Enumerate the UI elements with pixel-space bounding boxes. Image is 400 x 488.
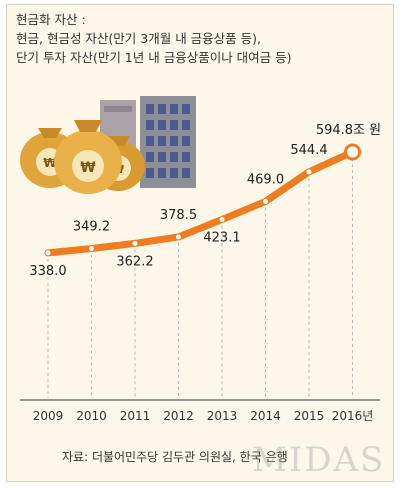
chart-frame [6,4,394,482]
data-point [219,216,225,222]
x-tick-label: 2009 [33,409,64,423]
data-labels: 338.0 349.2 362.2 378.5 423.1 469.0 544.4 594.8… [29,123,381,279]
chart-heading: 현금화 자산 : 현금, 현금성 자산(만기 3개월 내 금융상품 등), 단기… [16,10,386,67]
heading-line-3: 단기 투자 자산(만기 1년 내 금융상품이나 대여금 등) [16,50,292,65]
x-tick-label: 2013 [207,409,238,423]
data-point [263,198,268,204]
x-tick-label: 2016년 [332,409,374,423]
data-point [306,169,312,175]
data-label: 338.0 [29,264,66,279]
heading-line-1: 현금화 자산 : [16,12,86,27]
data-label: 594.8조 원 [316,123,381,138]
source-note: 자료: 더불어민주당 김두관 의원실, 한국 은행 [62,450,288,464]
data-point [132,240,138,246]
data-label: 544.4 [290,143,327,158]
x-tick-labels: 2009 2010 2011 2012 2013 2014 2015 2016년 [33,409,374,423]
data-point [176,234,181,240]
data-label: 469.0 [247,172,284,187]
x-tick-label: 2014 [250,409,281,423]
office-building-icon [140,96,196,188]
data-points [45,143,361,256]
data-point [89,245,94,251]
heading-line-2: 현금, 현금성 자산(만기 3개월 내 금융상품 등), [16,31,261,46]
money-bag-icon: ₩ [54,120,122,194]
data-label: 362.2 [116,254,153,269]
series-line [44,148,356,257]
x-tick-label: 2015 [294,409,325,423]
x-tick-label: 2010 [76,409,107,423]
x-tick-label: 2012 [163,409,194,423]
data-point [45,250,51,256]
x-tick-label: 2011 [120,409,151,423]
watermark-logo: MIDAS [252,440,386,480]
svg-text:₩: ₩ [80,160,96,176]
data-point-highlight [344,143,361,161]
grid-lines [20,158,380,401]
svg-text:₩: ₩ [43,156,57,170]
data-label: 378.5 [160,208,197,223]
data-label: 423.1 [203,230,240,245]
data-label: 349.2 [73,219,110,234]
